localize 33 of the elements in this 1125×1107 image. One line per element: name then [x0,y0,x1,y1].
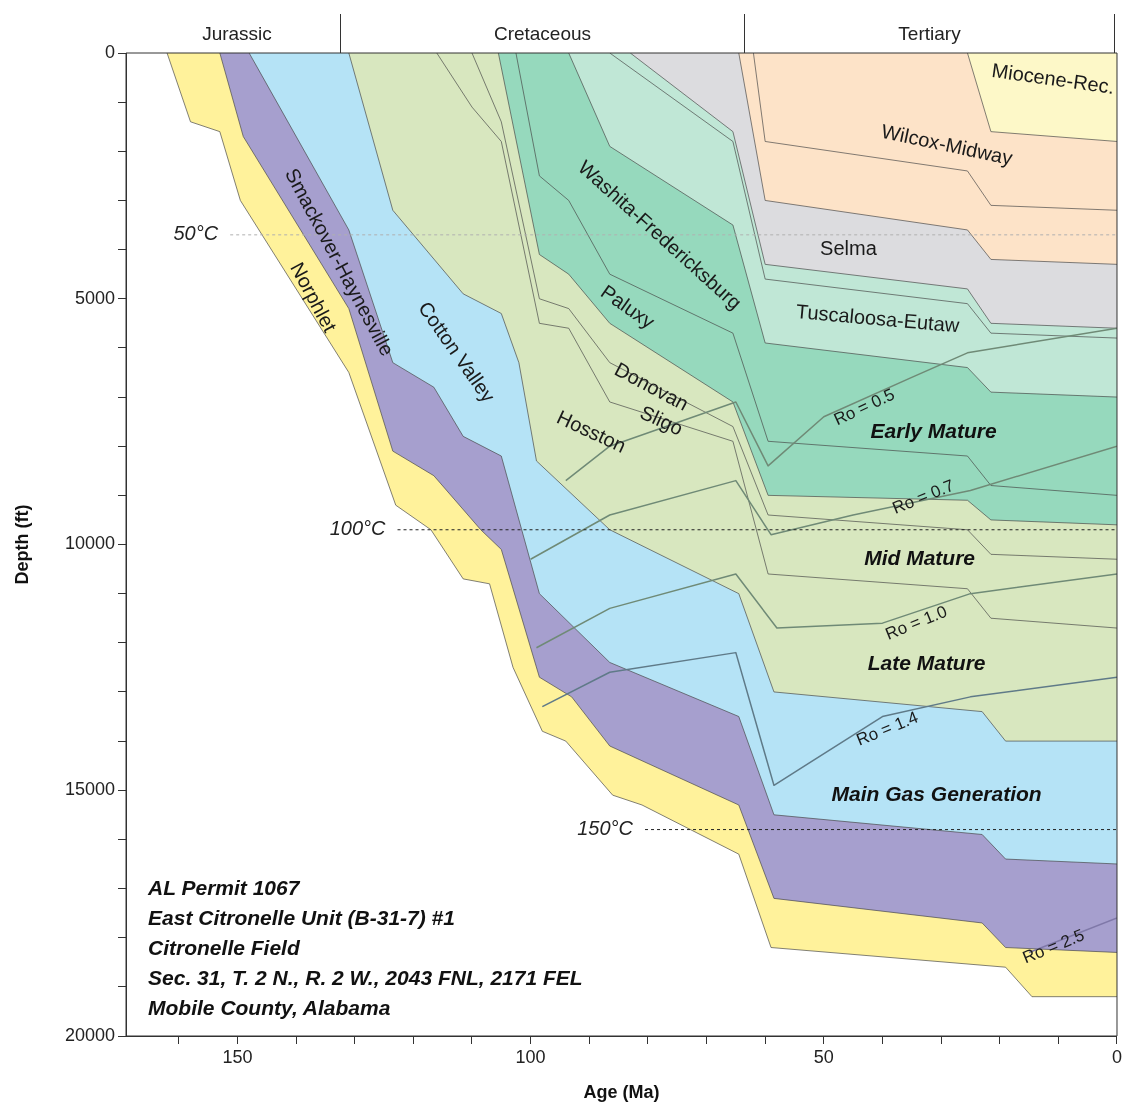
annotation: Main Gas Generation [831,782,1042,806]
text: Cretaceous [341,14,745,53]
ref-line-label: 100°C [329,517,387,540]
y-tick-label: 0 [104,41,115,62]
ref-line-label: 150°C [577,817,634,840]
annotation: Mobile County, Alabama [148,995,391,1019]
x-tick-label: 100 [515,1046,546,1067]
y-axis-title: Depth (ft) [11,504,32,585]
y-tick-label: 15000 [64,779,115,800]
y-tick-label: 20000 [64,1024,115,1045]
series-label: Miocene-Rec. [990,59,1116,98]
annotation: Sec. 31, T. 2 N., R. 2 W., 2043 FNL, 2171 FEL [148,965,583,989]
annotation: AL Permit 1067 [147,875,301,899]
x-tick-label: 150 [222,1046,253,1067]
text: Ro = 1.0 [882,601,950,644]
annotation: Early Mature [870,419,997,443]
x-tick-label: 0 [1111,1046,1122,1067]
text: Jurassic [134,14,341,53]
series-label: Tuscaloosa-Eutaw [795,300,961,337]
x-axis-title: Age (Ma) [583,1082,660,1103]
text: Ro = 1.4 [853,707,921,750]
text: Ro = 2.5 [1019,925,1088,968]
text: Ro = 0.7 [889,475,957,518]
annotation: Mid Mature [864,546,976,570]
x-tick-label: 50 [813,1046,834,1067]
text: Tertiary [745,14,1115,53]
ref-line-label: 50°C [173,222,219,245]
y-tick-label: 5000 [74,287,115,308]
y-tick-label: 10000 [64,533,115,554]
annotation: Citronelle Field [148,935,301,959]
annotation: Late Mature [867,651,986,675]
series-label: Selma [820,237,878,260]
annotation: East Citronelle Unit (B-31-7) #1 [148,905,455,929]
